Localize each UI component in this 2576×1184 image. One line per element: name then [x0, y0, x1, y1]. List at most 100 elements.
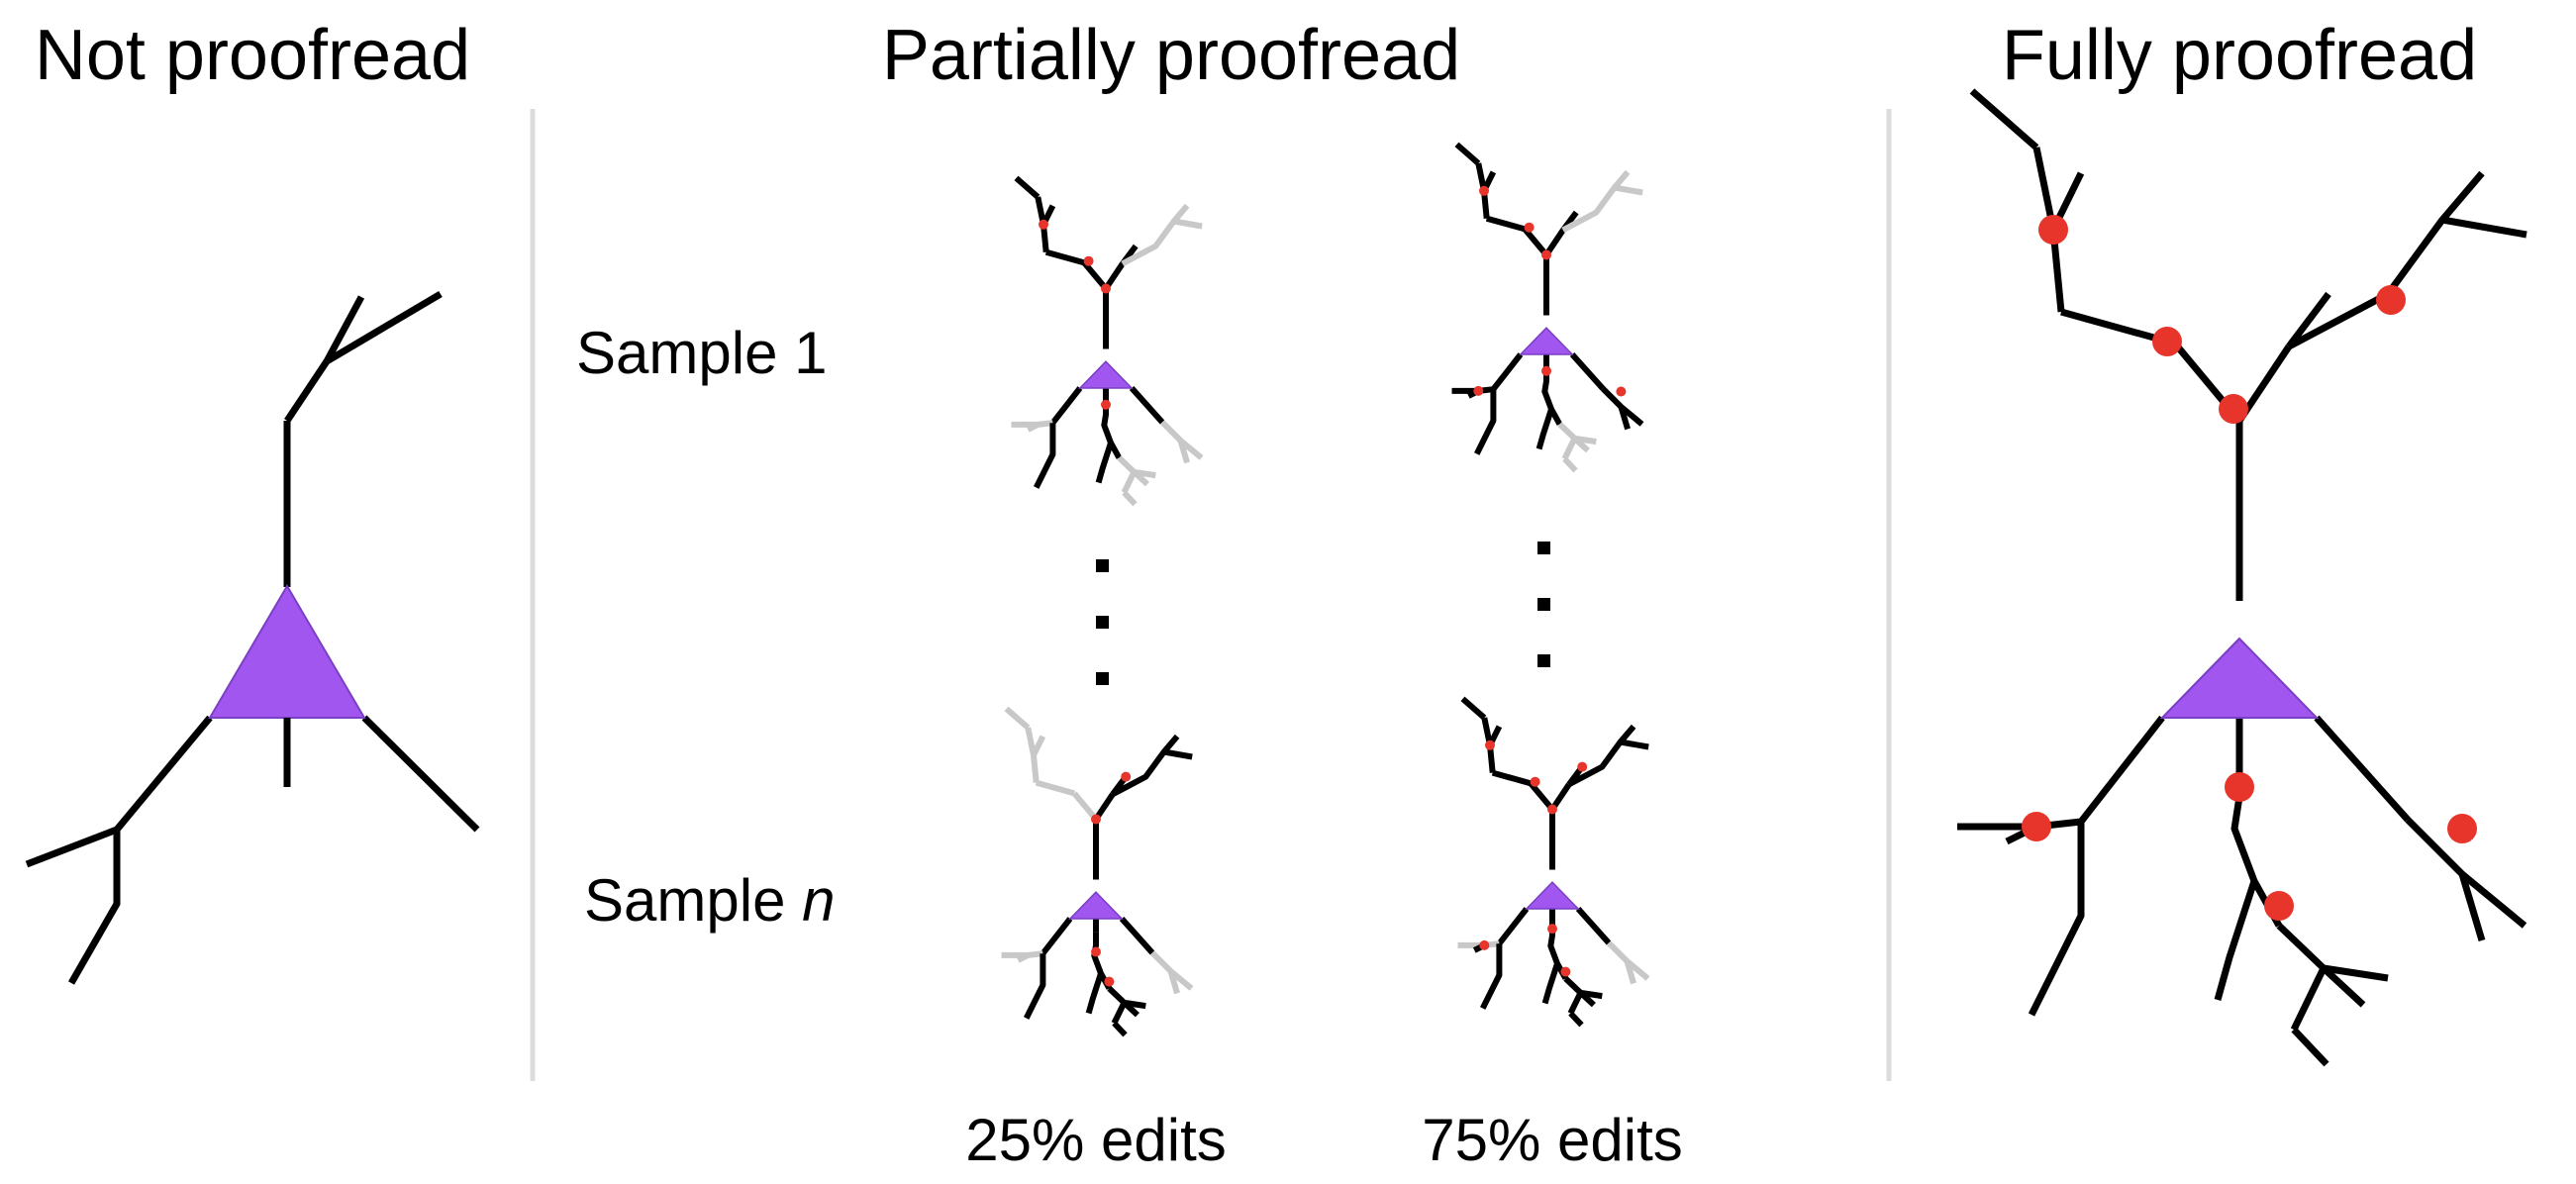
branch — [1044, 248, 1086, 266]
branch — [1480, 943, 1503, 1010]
ellipsis-dot — [1537, 654, 1550, 667]
unedited-branch — [1177, 440, 1190, 464]
branch — [1050, 386, 1083, 426]
edit-dot — [1524, 222, 1535, 233]
unedited-branch — [1561, 437, 1578, 460]
branch — [1101, 401, 1123, 459]
branch — [2276, 923, 2389, 982]
branch — [1111, 1001, 1128, 1025]
branch — [1040, 917, 1073, 956]
branch — [1491, 769, 1533, 787]
unedited-branch — [1071, 791, 1099, 822]
unedited-branch — [1562, 456, 1578, 473]
branch — [1024, 953, 1046, 1020]
branch — [325, 290, 443, 365]
edit-dot — [1560, 966, 1571, 977]
branch — [361, 715, 480, 833]
edit-dot — [1091, 814, 1101, 825]
edits-75-label: 75% edits — [1422, 1107, 1683, 1173]
branch — [1485, 215, 1527, 233]
branch — [1081, 260, 1109, 291]
soma — [1519, 327, 1574, 355]
branch — [2214, 879, 2258, 1001]
branch — [1474, 389, 1497, 455]
branch — [1014, 175, 1040, 200]
neuron-25-sample-n — [1001, 706, 1194, 1037]
branch — [1119, 916, 1155, 955]
branch — [1522, 227, 1549, 257]
branch — [1112, 1021, 1128, 1037]
edit-dot — [2225, 772, 2254, 802]
unedited-branch — [1167, 970, 1180, 995]
edit-dot — [2447, 814, 2477, 843]
branch — [1567, 991, 1584, 1015]
branch — [1034, 423, 1056, 489]
branch — [1085, 972, 1104, 1015]
branch — [2290, 966, 2328, 1032]
branch — [1129, 385, 1165, 425]
branch — [2078, 715, 2165, 825]
branch — [323, 295, 365, 363]
edit-dot — [2376, 285, 2406, 315]
edit-dot — [2038, 215, 2068, 245]
edit-dot — [1039, 219, 1048, 230]
edit-dot — [1485, 740, 1495, 750]
branch — [1528, 781, 1555, 812]
unedited-branch — [1031, 735, 1046, 757]
edit-dot — [2219, 394, 2248, 424]
edit-dot — [1104, 976, 1115, 987]
branch — [2028, 822, 2085, 1017]
branch — [1549, 782, 1572, 812]
edits-25-label: 25% edits — [965, 1107, 1227, 1173]
branch — [2291, 1027, 2329, 1067]
edit-dot — [1577, 761, 1588, 772]
branch — [1569, 351, 1606, 391]
edit-dot — [1530, 776, 1540, 787]
soma — [208, 584, 366, 719]
neuron-75-sample-n — [1457, 696, 1650, 1028]
edit-dot — [1541, 365, 1551, 376]
branch — [1163, 748, 1193, 760]
branch — [67, 830, 121, 985]
sample-n-variable: n — [802, 867, 835, 934]
ellipsis-dot — [1096, 559, 1109, 572]
branch — [1491, 352, 1524, 392]
branch — [1568, 1011, 1584, 1028]
branch — [1093, 792, 1116, 822]
branch — [1095, 442, 1114, 484]
branch — [1541, 962, 1560, 1005]
ellipsis-25 — [1096, 559, 1109, 685]
unedited-branch — [1121, 470, 1138, 494]
unedited-branch — [1026, 422, 1040, 433]
title-fully-proofread: Fully proofread — [2002, 16, 2477, 95]
branch — [2286, 291, 2331, 349]
edit-dot — [2022, 812, 2051, 841]
edit-dot — [1083, 255, 1094, 266]
edit-dot — [1547, 924, 1557, 935]
title-not-proofread: Not proofread — [35, 16, 470, 95]
branch — [2458, 872, 2486, 942]
edit-dot — [1091, 946, 1101, 957]
sample-n-label: Sample n — [584, 867, 835, 934]
branch — [1541, 367, 1563, 426]
ellipsis-75 — [1537, 542, 1550, 667]
edit-dot — [1479, 185, 1489, 196]
soma — [1068, 891, 1124, 920]
edit-dot — [1479, 939, 1490, 950]
branch — [1575, 906, 1612, 945]
branch — [25, 826, 119, 868]
unedited-branch — [1004, 706, 1031, 731]
soma — [1525, 881, 1580, 910]
branch — [1618, 406, 1631, 431]
branch — [2321, 965, 2366, 1008]
unedited-branch — [1016, 952, 1030, 963]
branch — [1536, 408, 1554, 450]
edit-dot — [1616, 386, 1627, 397]
edit-dot — [1101, 283, 1111, 294]
unedited-branch — [1173, 218, 1203, 230]
unedited-branch — [1121, 203, 1190, 267]
branch — [1460, 696, 1487, 721]
branch — [1111, 734, 1180, 798]
branch — [2287, 170, 2485, 350]
soma — [2159, 637, 2320, 719]
